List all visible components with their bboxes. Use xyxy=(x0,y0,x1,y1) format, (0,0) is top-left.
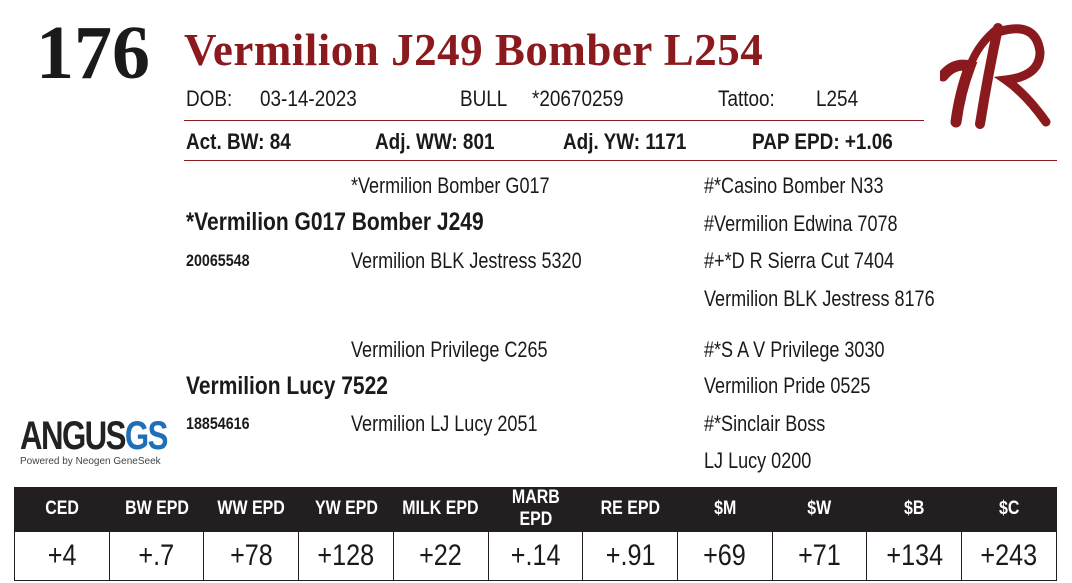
epd-header: $W xyxy=(771,487,867,532)
dam-dam-dam: LJ Lucy 0200 xyxy=(704,448,812,473)
epd-value: +.14 xyxy=(487,531,584,581)
epd-header: MILK EPD xyxy=(392,487,489,532)
epd-value: +243 xyxy=(961,531,1057,581)
epd-header: RE EPD xyxy=(582,487,678,532)
sex: BULL xyxy=(460,86,508,111)
sire-name: *Vermilion G017 Bomber J249 xyxy=(186,208,484,236)
lot-number: 176 xyxy=(36,11,150,95)
epd-value: +22 xyxy=(392,531,489,581)
angus-logo-text: ANGUS xyxy=(20,414,126,458)
epd-header: MARB EPD xyxy=(487,487,583,532)
epd-value-row: +4 +.7 +78 +128 +22 +.14 +.91 +69 +71 +1… xyxy=(14,531,1057,581)
epd-value: +128 xyxy=(298,531,394,581)
epd-value: +78 xyxy=(203,531,300,581)
dam-sire-sire: #*S A V Privilege 3030 xyxy=(704,337,885,362)
epd-header: $C xyxy=(961,487,1057,532)
epd-header: CED xyxy=(14,487,110,532)
epd-table: CED BW EPD WW EPD YW EPD MILK EPD MARB E… xyxy=(14,487,1057,581)
tattoo-value: L254 xyxy=(816,86,859,111)
sire-dam: Vermilion BLK Jestress 5320 xyxy=(351,248,582,273)
divider-line xyxy=(184,120,924,121)
adjusted-weaning-weight: Adj. WW: 801 xyxy=(375,129,495,154)
angus-gs-tagline: Powered by Neogen GeneSeek xyxy=(20,456,161,467)
dam-registration: 18854616 xyxy=(186,414,250,433)
registration-number: *20670259 xyxy=(532,86,624,111)
vr-brand-logo xyxy=(937,14,1055,137)
tattoo-label: Tattoo: xyxy=(718,86,775,111)
pap-epd: PAP EPD: +1.06 xyxy=(752,129,893,154)
epd-value: +134 xyxy=(866,531,963,581)
epd-value: +.91 xyxy=(582,531,679,581)
epd-value: +69 xyxy=(677,531,773,581)
gs-logo-text: GS xyxy=(124,414,169,458)
epd-header: WW EPD xyxy=(203,487,299,532)
epd-value: +4 xyxy=(14,531,110,581)
dam-sire-dam: Vermilion Pride 0525 xyxy=(704,373,871,398)
dam-sire: Vermilion Privilege C265 xyxy=(351,337,548,362)
animal-name: Vermilion J249 Bomber L254 xyxy=(184,25,764,75)
sire-sire: *Vermilion Bomber G017 xyxy=(351,173,550,198)
epd-header-row: CED BW EPD WW EPD YW EPD MILK EPD MARB E… xyxy=(14,487,1057,532)
angus-gs-logo: ANGUSGS Powered by Neogen GeneSeek xyxy=(20,414,208,468)
sire-sire-sire: #*Casino Bomber N33 xyxy=(704,173,884,198)
dob-label: DOB: xyxy=(186,86,233,111)
actual-birth-weight: Act. BW: 84 xyxy=(186,129,291,154)
epd-value: +71 xyxy=(771,531,868,581)
epd-value: +.7 xyxy=(108,531,205,581)
dam-dam-sire: #*Sinclair Boss xyxy=(704,411,826,436)
adjusted-yearling-weight: Adj. YW: 1171 xyxy=(563,129,687,154)
epd-header: $M xyxy=(677,487,773,532)
divider-line xyxy=(184,160,1057,161)
epd-header: YW EPD xyxy=(298,487,394,532)
dam-dam: Vermilion LJ Lucy 2051 xyxy=(351,411,538,436)
dam-name: Vermilion Lucy 7522 xyxy=(186,372,388,400)
sire-registration: 20065548 xyxy=(186,251,250,270)
dob-value: 03-14-2023 xyxy=(260,86,357,111)
epd-header: $B xyxy=(866,487,962,532)
sire-dam-dam: Vermilion BLK Jestress 8176 xyxy=(704,286,935,311)
epd-header: BW EPD xyxy=(108,487,204,532)
sire-sire-dam: #Vermilion Edwina 7078 xyxy=(704,211,898,236)
sire-dam-sire: #+*D R Sierra Cut 7404 xyxy=(704,248,895,273)
